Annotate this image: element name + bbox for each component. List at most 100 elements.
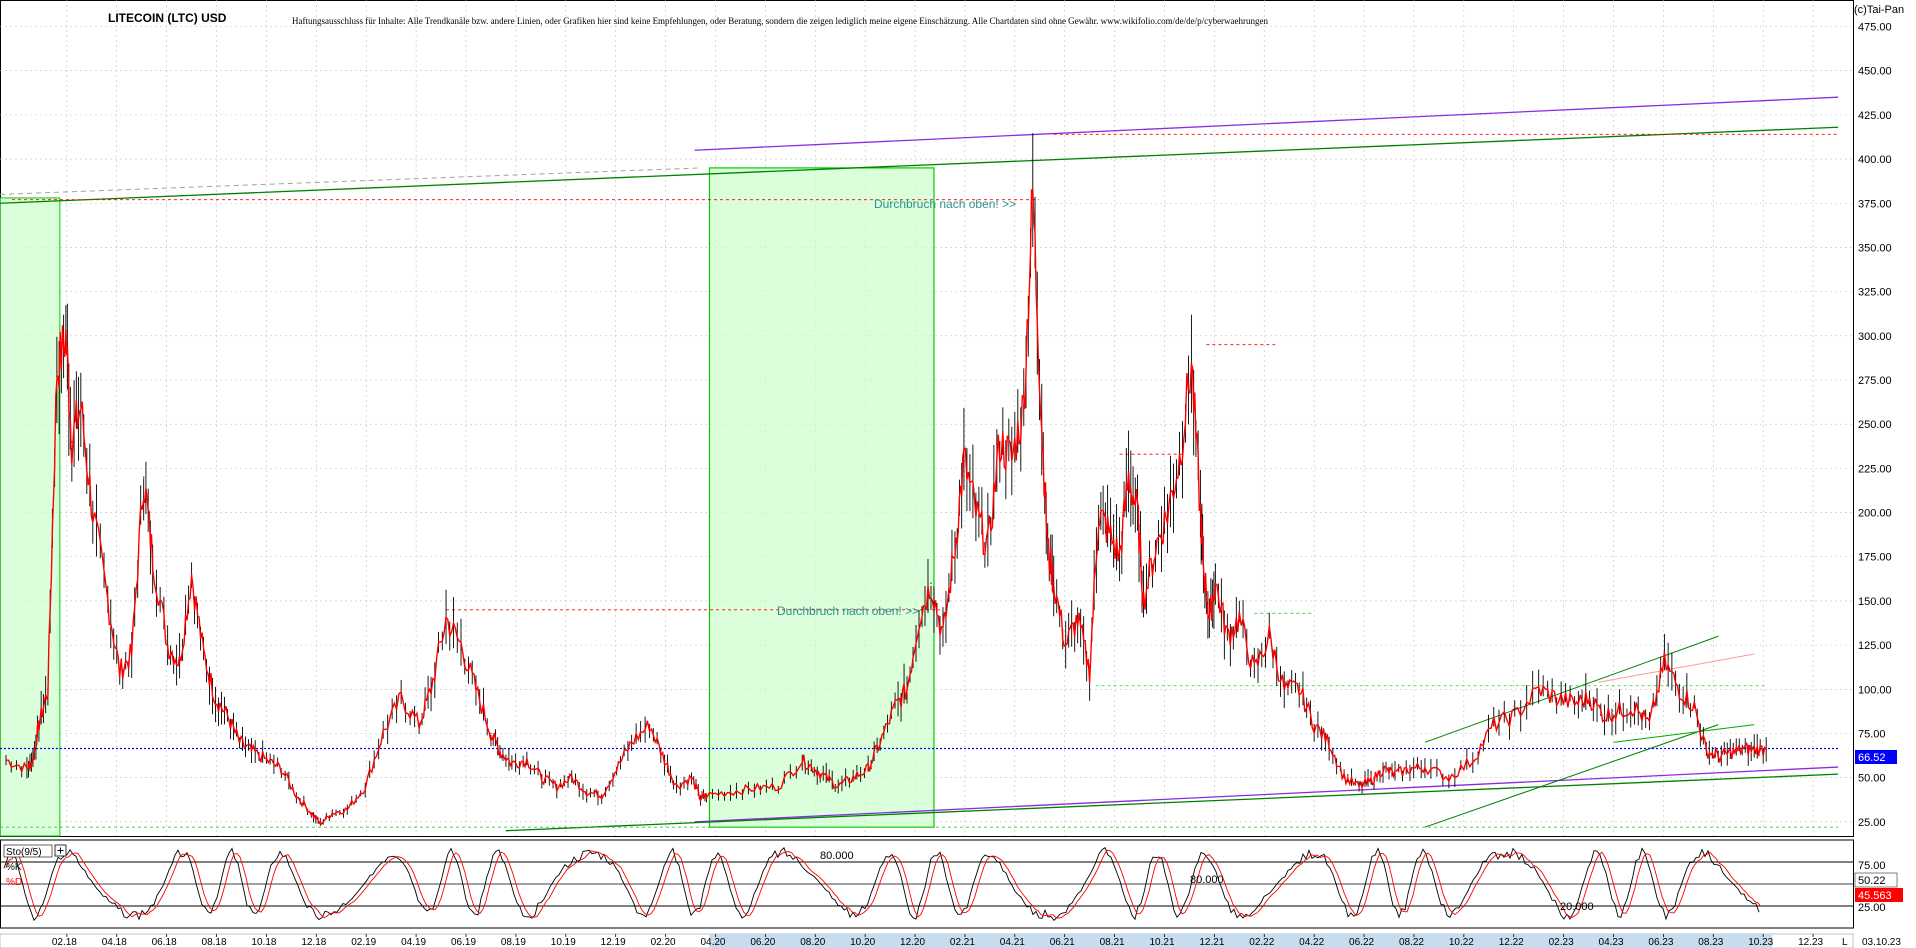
data-point	[777, 785, 780, 788]
x-axis-highlight	[709, 934, 1773, 948]
data-point	[5, 759, 7, 761]
x-tick-label: 04.22	[1299, 937, 1324, 948]
x-tick-label: 04.20	[700, 937, 725, 948]
data-point	[1705, 750, 1708, 752]
data-point	[32, 759, 34, 761]
data-point	[1633, 706, 1636, 708]
data-point	[1097, 511, 1100, 514]
data-point	[56, 370, 58, 372]
data-point	[346, 808, 349, 811]
x-tick-label: 02.22	[1249, 937, 1274, 948]
x-tick-label: 04.18	[102, 937, 127, 948]
y-tick-label: 450.00	[1858, 66, 1892, 78]
data-point	[1064, 644, 1067, 646]
data-point	[648, 723, 651, 726]
x-tick-label: 04.19	[401, 937, 426, 948]
sto-level-20-label: 20.000	[1560, 901, 1594, 913]
y-tick-label: 400.00	[1858, 154, 1892, 166]
data-point	[541, 776, 543, 779]
data-point	[1022, 405, 1025, 408]
x-tick-label: 08.18	[202, 937, 227, 948]
indicator-d-label: %D	[6, 877, 22, 888]
data-point	[1741, 748, 1744, 751]
purple-lower-trendline	[694, 766, 1839, 823]
data-point	[1283, 688, 1286, 691]
x-tick-label: 10.21	[1149, 937, 1174, 948]
x-tick-label: 12.23	[1798, 937, 1823, 948]
data-point	[295, 794, 298, 797]
data-point	[1202, 564, 1205, 567]
data-point	[975, 511, 977, 514]
breakout-annotation-1: Durchbruch nach oben! >>	[874, 197, 1016, 211]
sto-tick-75: 75.00	[1858, 860, 1886, 872]
green-channel-bottom	[1424, 724, 1719, 828]
data-point	[382, 732, 384, 735]
data-point	[1394, 773, 1396, 775]
data-point	[987, 547, 989, 549]
data-point	[906, 688, 908, 691]
x-tick-label: 08.19	[501, 937, 526, 948]
y-tick-label: 475.00	[1858, 22, 1892, 34]
x-tick-label: 12.20	[900, 937, 925, 948]
y-tick-label: 425.00	[1858, 110, 1892, 122]
sto-k-marker: 50.22	[1854, 872, 1898, 888]
highlight-boxes	[0, 167, 935, 837]
sto-level-80-label-a: 80.000	[820, 850, 854, 862]
data-point	[729, 791, 732, 793]
data-point	[1208, 617, 1211, 620]
data-point	[1214, 582, 1217, 585]
data-point	[1663, 661, 1666, 664]
data-point	[238, 741, 241, 744]
data-point	[1178, 458, 1181, 461]
data-point	[71, 441, 73, 443]
data-point	[1226, 635, 1229, 638]
data-point	[1136, 511, 1139, 514]
chart-title: LITECOIN (LTC) USD	[108, 11, 227, 25]
data-point	[65, 335, 67, 337]
data-point	[445, 617, 447, 620]
y-tick-label: 50.00	[1858, 773, 1886, 785]
x-tick-label: 12.22	[1499, 937, 1524, 948]
x-tick-label: 10.18	[251, 937, 276, 948]
data-point	[1166, 511, 1169, 514]
data-point	[214, 697, 217, 699]
y-tick-label: 350.00	[1858, 242, 1892, 254]
data-point	[1268, 635, 1271, 638]
data-point	[280, 768, 283, 770]
data-point	[418, 723, 420, 726]
data-point	[319, 822, 322, 825]
data-point	[511, 762, 513, 765]
y-tick-label: 200.00	[1858, 508, 1892, 520]
data-point	[753, 787, 756, 790]
data-point	[867, 768, 869, 770]
data-point	[585, 791, 588, 793]
disclaimer-text: Haftungsausschluss für Inhalte: Alle Tre…	[292, 16, 1269, 26]
data-point	[954, 547, 956, 549]
data-point	[1765, 748, 1767, 751]
purple-upper-trendline	[694, 96, 1839, 151]
y-tick-label: 175.00	[1858, 552, 1892, 564]
data-point	[1011, 458, 1013, 461]
data-point	[475, 688, 477, 691]
x-tick-label: 08.21	[1100, 937, 1125, 948]
data-point	[1370, 780, 1372, 783]
data-point	[526, 759, 528, 761]
data-point	[130, 653, 133, 655]
data-point	[38, 723, 40, 726]
indicator-header[interactable]: Sto(9/5) %K %D	[3, 844, 67, 888]
x-axis[interactable]: 02.18 04.18 06.18 08.18 10.18 12.18 02.19 04.19…	[0, 933, 1854, 948]
sto-tick-25: 25.00	[1858, 902, 1886, 914]
data-point	[1154, 547, 1157, 549]
x-tick-label: 12.19	[601, 937, 626, 948]
data-point	[1717, 755, 1720, 758]
data-point	[1693, 706, 1696, 708]
y-tick-label: 25.00	[1858, 817, 1886, 829]
x-tick-label: 06.20	[750, 937, 775, 948]
data-point	[879, 741, 881, 744]
data-point	[1358, 785, 1360, 788]
data-point	[1046, 547, 1049, 549]
data-point	[930, 582, 932, 585]
y-tick-label: 325.00	[1858, 287, 1892, 299]
x-tick-label: 12.21	[1199, 937, 1224, 948]
x-tick-label: 08.23	[1698, 937, 1723, 948]
